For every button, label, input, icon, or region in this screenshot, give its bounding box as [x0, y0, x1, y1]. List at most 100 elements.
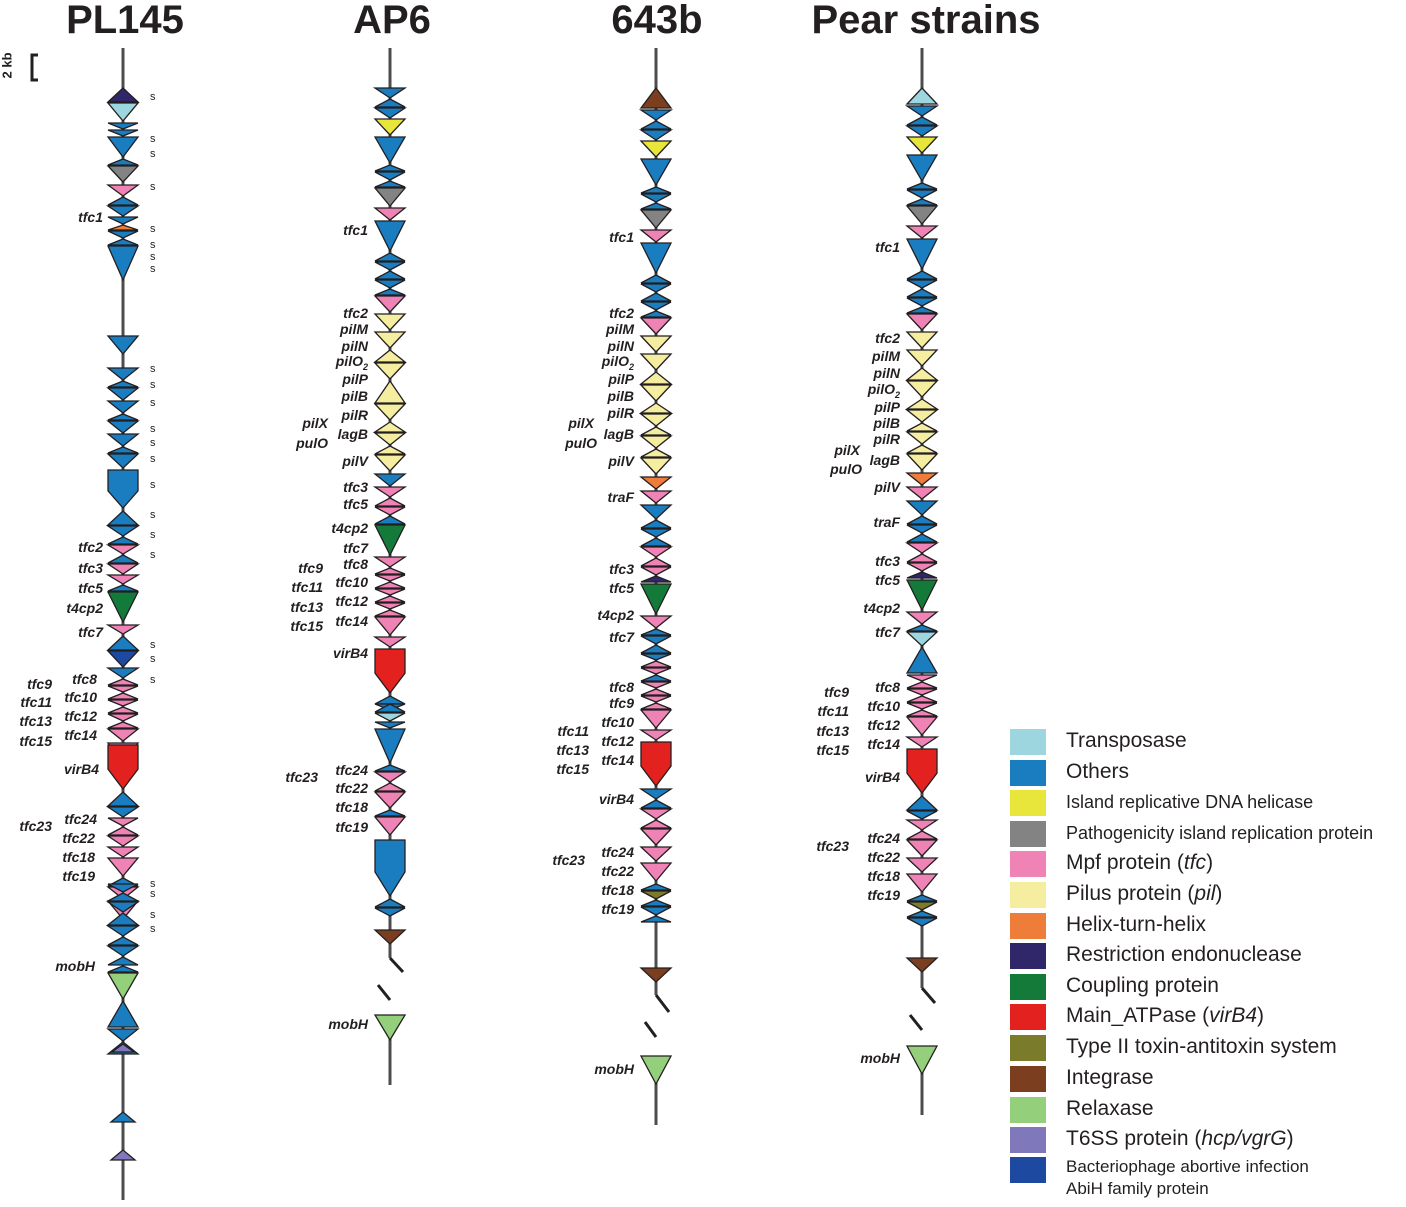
- pear-gene-arrow: [906, 894, 938, 902]
- pear-gene-arrow: [905, 87, 939, 105]
- 643b-gene-arrow: [640, 906, 672, 916]
- gene-label-ap6: pulO: [295, 435, 328, 451]
- pl145-gene-arrow: [107, 238, 139, 246]
- 643b-gene-arrow: [639, 209, 673, 230]
- pl145-gene-arrow: [107, 536, 139, 545]
- column-title-pear-strains: Pear strains: [811, 0, 1041, 42]
- 643b-break-mark: [654, 994, 671, 1013]
- 643b-gene-arrow: [640, 674, 672, 682]
- pl145-gene-arrow: [106, 728, 140, 742]
- gene-label-pear: pilX: [833, 442, 861, 458]
- ap6-gene-arrow: [374, 252, 406, 262]
- pear-gene-arrow: [904, 105, 940, 117]
- tracks: [105, 48, 940, 1200]
- gene-label-643b: tfc10: [601, 714, 634, 730]
- legend-item: Pilus protein (pil): [1010, 881, 1222, 909]
- gene-label-pear: tfc14: [867, 736, 900, 752]
- gene-label-pear: tfc22: [867, 849, 900, 865]
- gene-label-643b: pilM: [605, 321, 634, 337]
- pl145-gene-arrow: [106, 1028, 140, 1042]
- gene-label-pl145: tfc23: [19, 818, 52, 834]
- gene-label-pear: tfc1: [875, 239, 900, 255]
- s-marker: s: [150, 239, 156, 251]
- pear-gene-arrow: [906, 515, 938, 525]
- s-marker: s: [150, 923, 156, 935]
- scale-bar: [30, 53, 38, 82]
- legend-item: Helix-turn-helix: [1010, 912, 1206, 940]
- pear-gene-arrow: [906, 189, 938, 199]
- gene-label-643b: tfc19: [601, 901, 634, 917]
- pl145-gene-arrow: [105, 544, 141, 555]
- ap6-gene-arrow: [373, 313, 407, 331]
- ap6-gene-arrow: [374, 288, 406, 296]
- gene-label-pear: tfc3: [875, 553, 900, 569]
- pear-gene-arrow: [906, 695, 938, 703]
- legend-label: Island replicative DNA helicase: [1066, 792, 1314, 812]
- gene-label-643b: tfc14: [601, 752, 634, 768]
- pl145-gene-arrow: [105, 667, 141, 679]
- gene-label-643b: traF: [608, 489, 635, 505]
- 643b-gene-arrow: [640, 120, 672, 130]
- gene-label-643b: tfc3: [609, 561, 634, 577]
- pl145-gene-arrow: [107, 196, 139, 206]
- gene-label-643b: tfc2: [609, 305, 634, 321]
- pear-gene-arrow: [906, 306, 938, 314]
- ap6-gene-arrow: [373, 362, 407, 380]
- gene-label-pl145: virB4: [64, 761, 99, 777]
- legend-label: Transposase: [1066, 729, 1187, 752]
- pl145-gene-arrow: [106, 510, 140, 526]
- legend-label: Pathogenicity island replication protein: [1066, 823, 1374, 843]
- s-marker: s: [150, 363, 156, 375]
- pl145-gene-arrow: [106, 453, 140, 469]
- 643b-break-mark: [643, 1021, 658, 1038]
- pear-gene-arrow: [904, 736, 940, 748]
- gene-label-643b: tfc22: [601, 863, 634, 879]
- 643b-gene-arrow: [640, 688, 672, 696]
- pl145-gene-arrow: [105, 925, 141, 937]
- ap6-gene-arrow: [372, 421, 408, 433]
- pl145-gene-arrow: [106, 387, 140, 401]
- pl145-gene-arrow: [107, 230, 139, 239]
- 643b-gene-arrow: [639, 967, 673, 983]
- legend-label: Others: [1066, 760, 1130, 783]
- 643b-gene-arrow: [638, 788, 674, 800]
- gene-label-643b: tfc5: [609, 580, 634, 596]
- pl145-gene-arrow: [105, 846, 141, 858]
- 643b-gene-arrow: [640, 667, 672, 675]
- 643b-gene-arrow: [639, 242, 673, 275]
- pear-gene-arrow: [906, 910, 938, 918]
- pear-gene-arrow: [906, 917, 938, 927]
- pear-gene-arrow: [905, 839, 939, 857]
- gene-label-643b: tfc18: [601, 882, 634, 898]
- pl145-gene-arrow: [106, 791, 140, 807]
- pear-gene-arrow: [906, 533, 938, 543]
- pl145-gene-arrow: [105, 945, 141, 957]
- gene-label-pear: t4cp2: [863, 600, 900, 616]
- s-marker: s: [150, 453, 156, 465]
- ap6-gene-arrow: [374, 588, 406, 596]
- gene-label-643b: t4cp2: [597, 607, 634, 623]
- legend-label: T6SS protein (hcp/vgrG): [1066, 1127, 1294, 1150]
- pl145-gene-arrow: [105, 835, 141, 847]
- pl145-gene-arrow: [107, 469, 139, 509]
- 643b-gene-arrow: [640, 537, 672, 547]
- ap6-gene-arrow: [372, 636, 408, 648]
- 643b-gene-arrow: [639, 335, 673, 353]
- s-marker: s: [150, 181, 156, 193]
- pear-gene-arrow: [906, 297, 938, 307]
- legend-swatch: [1010, 821, 1046, 847]
- gene-label-643b: tfc9: [609, 695, 634, 711]
- ap6-gene-arrow: [374, 567, 406, 575]
- 643b-gene-arrow: [640, 426, 672, 436]
- gene-label-pl145: tfc13: [19, 713, 52, 729]
- gene-label-pear: pilN: [873, 365, 901, 381]
- pl145-gene-arrow: [105, 563, 141, 575]
- ap6-gene-arrow: [374, 595, 406, 603]
- pear-gene-arrow: [906, 674, 938, 682]
- gene-label-pear: pilM: [871, 348, 900, 364]
- pear-gene-arrow: [906, 116, 938, 126]
- gene-label-pl145: tfc8: [72, 671, 97, 687]
- gene-label-643b: pilB: [607, 388, 634, 404]
- pear-gene-arrow: [905, 154, 939, 183]
- pl145-gene-arrow: [106, 102, 140, 123]
